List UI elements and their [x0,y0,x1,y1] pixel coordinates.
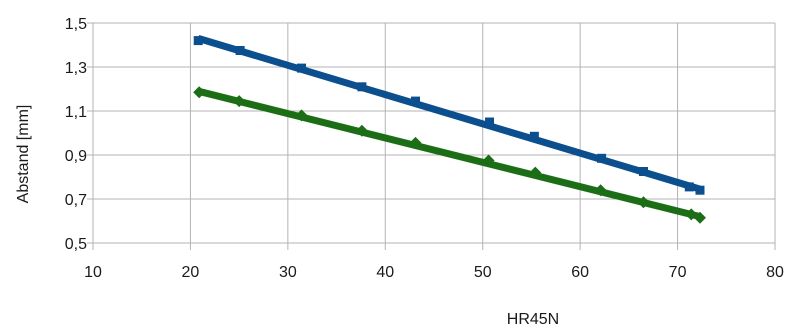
markers [193,36,706,224]
series-1-trendline [197,35,701,193]
trendlines [197,35,701,220]
tick-labels: 0,5 0,7 0,9 1,1 1,3 1,5 10 20 30 40 50 60 70 80 [65,16,784,281]
series-2-point [233,95,246,108]
series-2-point [409,136,422,149]
series-2-point [529,166,542,179]
series-2-point [295,109,308,122]
y-tick-label: 0,5 [65,236,87,253]
x-tick-label: 80 [766,264,784,281]
series-1-point [529,131,539,141]
x-tick-label: 60 [571,264,589,281]
series-1-point [296,63,306,73]
series-2-point [637,196,650,209]
x-tick-label: 30 [279,264,297,281]
series-1-point [638,167,648,176]
y-tick-label: 0,7 [65,192,87,209]
x-tick-label: 70 [669,264,687,281]
series-1-point [695,185,705,195]
grid [87,22,776,250]
series-1-point [235,46,245,55]
x-axis-title: HR45N [507,311,559,326]
series-2-trendline [197,87,701,220]
series-1-point [410,96,420,106]
y-tick-label: 1,3 [65,60,87,77]
x-tick-label: 40 [376,264,394,281]
series-2-point [685,208,698,221]
series-1-point [357,82,367,92]
x-tick-label: 50 [474,264,492,281]
series-2-point [355,124,368,137]
x-tick-label: 10 [84,264,102,281]
series-2-point [482,154,495,167]
series-1-point [684,182,694,192]
series-1-point [485,117,495,127]
series-2-point [693,211,706,224]
series-2-point [193,86,206,99]
y-tick-label: 0,9 [65,148,87,165]
y-tick-label: 1,1 [65,104,87,121]
series-2-point [594,184,607,197]
y-axis-title: Abstand [mm] [15,105,32,204]
series-1-point [597,153,607,163]
series-1-point [193,36,203,46]
y-tick-label: 1,5 [65,16,87,33]
x-tick-label: 20 [182,264,200,281]
